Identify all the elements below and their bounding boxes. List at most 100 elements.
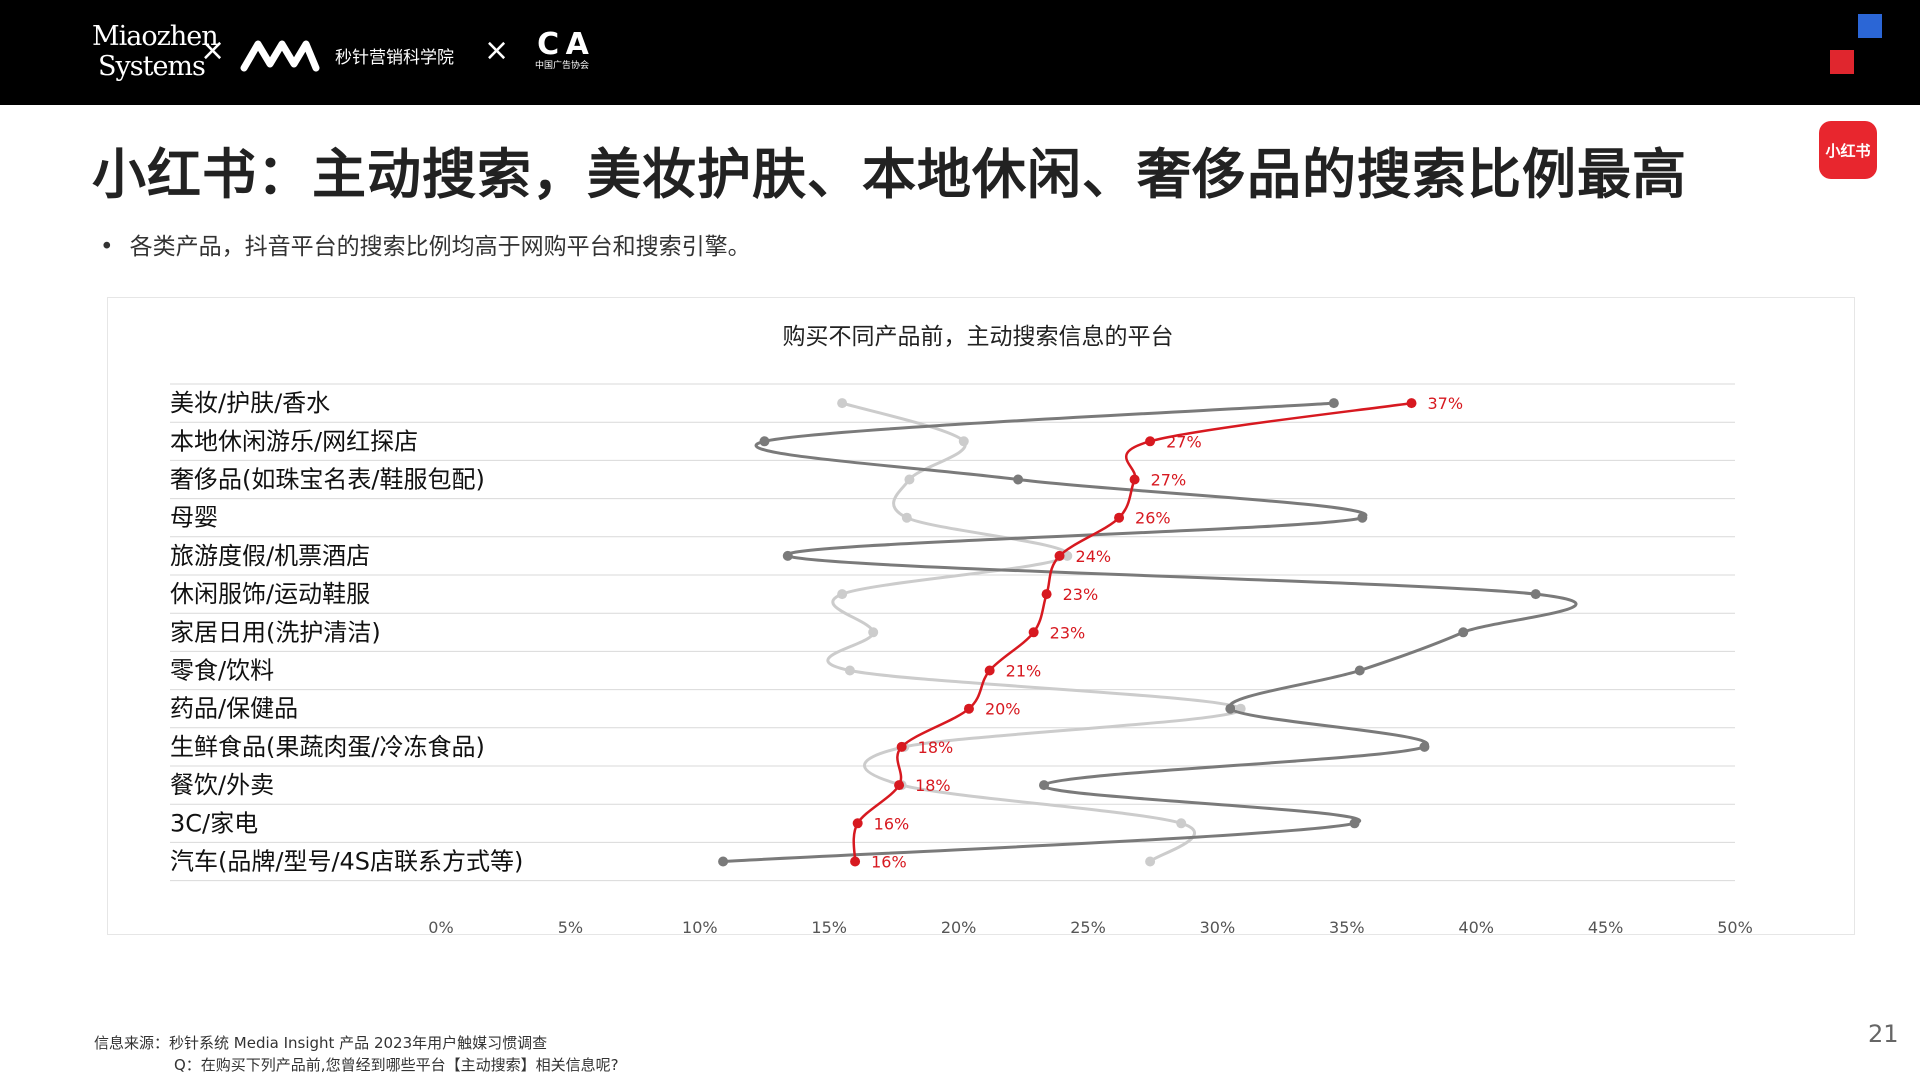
- data-label: 16%: [874, 814, 910, 833]
- data-label: 16%: [871, 853, 907, 872]
- data-point: [1062, 550, 1073, 561]
- miaozhen-logo: Miaozhen Systems: [92, 21, 219, 82]
- data-label: 18%: [915, 776, 951, 795]
- category-label: 奢侈品(如珠宝名表/鞋服包配): [170, 466, 485, 494]
- decor-red-square: [1830, 50, 1854, 74]
- x-tick-label: 0%: [428, 918, 453, 934]
- caa-logo: C A 中国广告协会: [522, 30, 602, 72]
- data-point: [844, 665, 855, 676]
- category-label: 生鲜食品(果蔬肉蛋/冷冻食品): [170, 733, 485, 761]
- data-point: [1349, 818, 1360, 829]
- source-note: 信息来源：秒针系统 Media Insight 产品 2023年用户触媒习惯调查: [94, 1034, 548, 1052]
- data-label: 23%: [1063, 585, 1099, 604]
- xiaohongshu-logo-text: 小红书: [1825, 141, 1871, 160]
- x-tick-label: 50%: [1717, 918, 1753, 934]
- data-point: [1129, 474, 1140, 485]
- category-label: 休闲服饰/运动鞋服: [170, 580, 370, 608]
- page-title: 小红书：主动搜索，美妆护肤、本地休闲、奢侈品的搜索比例最高: [92, 143, 1687, 206]
- academy-logo-icon: [240, 40, 320, 72]
- bullet-text: 各类产品，抖音平台的搜索比例均高于网购平台和搜索引擎。: [129, 234, 751, 260]
- data-point: [1028, 627, 1039, 638]
- data-point: [1176, 818, 1187, 829]
- data-point: [963, 703, 974, 714]
- data-point: [1419, 741, 1430, 752]
- x-tick-label: 45%: [1588, 918, 1624, 934]
- academy-name: 秒针营销科学院: [335, 48, 454, 68]
- data-point: [759, 436, 770, 447]
- data-label: 26%: [1135, 509, 1171, 528]
- category-label: 美妆/护肤/香水: [170, 389, 330, 417]
- data-label: 20%: [985, 700, 1021, 719]
- survey-question: Q：在购买下列产品前,您曾经到哪些平台【主动搜索】相关信息呢?: [174, 1056, 619, 1074]
- data-label: 23%: [1050, 623, 1086, 642]
- page-number: 21: [1868, 1020, 1899, 1048]
- category-label: 本地休闲游乐/网红探店: [170, 427, 418, 455]
- data-label: 18%: [918, 738, 954, 757]
- data-label: 27%: [1151, 471, 1187, 490]
- category-label: 3C/家电: [170, 809, 258, 837]
- miaozhen-logo-line1: Miaozhen: [92, 21, 219, 52]
- x-tick-label: 10%: [682, 918, 718, 934]
- x-tick-label: 5%: [558, 918, 583, 934]
- x-tick-label: 15%: [811, 918, 847, 934]
- data-point: [1328, 398, 1339, 409]
- data-point: [850, 856, 861, 867]
- data-point: [1458, 627, 1469, 638]
- series-line-search-engine: [826, 401, 1243, 863]
- header-bar: Miaozhen Systems × 秒针营销科学院 × C A 中国广告协会: [0, 0, 1920, 105]
- search-platform-chart: 购买不同产品前，主动搜索信息的平台美妆/护肤/香水本地休闲游乐/网红探店奢侈品(…: [170, 324, 1753, 934]
- decor-blue-square: [1858, 14, 1882, 38]
- data-point: [1530, 589, 1541, 600]
- miaozhen-logo-line2: Systems: [98, 51, 206, 82]
- data-point: [837, 398, 848, 409]
- data-point: [718, 856, 729, 867]
- data-point: [1354, 665, 1365, 676]
- data-point: [868, 627, 879, 638]
- category-label: 餐饮/外卖: [170, 771, 274, 799]
- x-tick-label: 20%: [941, 918, 977, 934]
- data-point: [852, 818, 863, 829]
- data-point: [782, 550, 793, 561]
- series-line-online-shopping: [723, 401, 1578, 863]
- data-label: 37%: [1428, 394, 1464, 413]
- chart-title: 购买不同产品前，主动搜索信息的平台: [783, 324, 1174, 350]
- chart-frame: 购买不同产品前，主动搜索信息的平台美妆/护肤/香水本地休闲游乐/网红探店奢侈品(…: [107, 297, 1855, 935]
- data-point: [1225, 703, 1236, 714]
- data-point: [1114, 512, 1125, 523]
- caa-logo-mark: C A: [537, 27, 589, 62]
- xiaohongshu-logo-badge: 小红书: [1819, 121, 1877, 179]
- caa-logo-subtitle: 中国广告协会: [534, 61, 589, 71]
- data-label: 27%: [1166, 432, 1202, 451]
- data-point: [1145, 856, 1156, 867]
- x-tick-label: 40%: [1458, 918, 1494, 934]
- data-point: [894, 780, 905, 791]
- series-line-xiaohongshu: [852, 401, 1412, 862]
- data-point: [984, 665, 995, 676]
- category-label: 旅游度假/机票酒店: [170, 542, 370, 570]
- data-point: [958, 436, 969, 447]
- bullet-point: • 各类产品，抖音平台的搜索比例均高于网购平台和搜索引擎。: [100, 227, 751, 261]
- x-tick-label: 30%: [1200, 918, 1236, 934]
- data-point: [1406, 398, 1417, 409]
- category-label: 母婴: [170, 504, 218, 532]
- data-point: [901, 512, 912, 523]
- data-point: [1054, 550, 1065, 561]
- separator-cross-2: ×: [484, 33, 510, 68]
- data-label: 21%: [1006, 662, 1042, 681]
- data-point: [1357, 512, 1368, 523]
- category-label: 汽车(品牌/型号/4S店联系方式等): [170, 848, 523, 876]
- data-label: 24%: [1076, 547, 1112, 566]
- category-label: 零食/饮料: [170, 657, 274, 685]
- data-point: [896, 741, 907, 752]
- data-point: [1039, 780, 1050, 791]
- data-point: [1145, 436, 1156, 447]
- category-label: 药品/保健品: [170, 695, 298, 723]
- data-point: [1013, 474, 1024, 485]
- data-point: [904, 474, 915, 485]
- x-tick-label: 25%: [1070, 918, 1106, 934]
- separator-cross-1: ×: [200, 33, 226, 68]
- category-label: 家居日用(洗护清洁): [170, 618, 381, 646]
- data-point: [1041, 589, 1052, 600]
- bullet-dot-icon: •: [100, 234, 114, 260]
- data-point: [837, 589, 848, 600]
